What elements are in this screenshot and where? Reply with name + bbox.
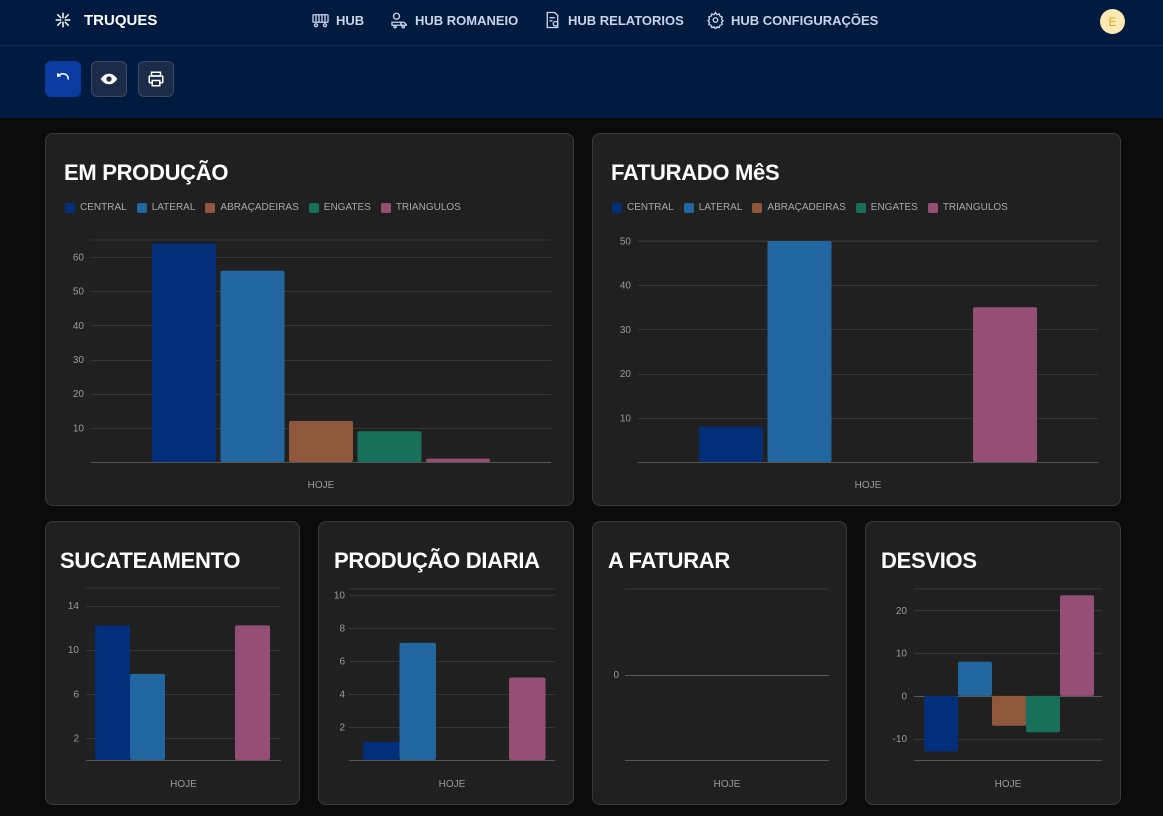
y-tick-label: 40 [620, 281, 632, 292]
truques-logo-icon [54, 11, 72, 29]
y-tick-label: 2 [73, 733, 79, 744]
y-tick-label: 20 [896, 606, 908, 617]
printer-icon [147, 70, 165, 88]
y-tick-label: -10 [893, 734, 908, 745]
card-faturado-mes: FATURADO MêS CENTRAL LATERAL ABRAÇADEIRA… [592, 133, 1121, 506]
hub-icon [311, 11, 330, 29]
y-tick-label: 30 [620, 325, 632, 336]
y-tick-label: 60 [73, 253, 85, 264]
brand-name: TRUQUES [84, 12, 157, 29]
y-tick-label: 10 [896, 649, 908, 660]
bar-triangulos [235, 625, 270, 760]
bar-lateral [130, 674, 165, 760]
y-tick-label: 10 [334, 591, 346, 602]
chart-em-producao: 10 20 30 40 50 60 HOJE [46, 134, 575, 507]
y-tick-label: 0 [613, 670, 619, 681]
truck-icon [390, 11, 409, 29]
bar-lateral [768, 241, 832, 462]
bar-triangulos [973, 307, 1037, 462]
bar-triangulos [1060, 595, 1094, 695]
y-tick-label: 50 [620, 237, 632, 248]
report-icon [543, 11, 562, 29]
y-tick-label: 6 [339, 657, 345, 668]
top-navbar: TRUQUES HUB HUB ROMANEIO HUB RELATORIOS … [0, 0, 1163, 46]
bar-triangulos [426, 459, 490, 462]
undo-icon [54, 70, 72, 88]
bar-central [363, 742, 400, 760]
x-category-label: HOJE [995, 779, 1022, 790]
bar-central [699, 427, 763, 462]
bar-engates [1026, 696, 1060, 732]
brand[interactable]: TRUQUES [54, 11, 157, 29]
nav-hub-relatorios-label: HUB RELATORIOS [568, 13, 684, 28]
bar-engates [358, 431, 422, 462]
y-tick-label: 10 [73, 423, 85, 434]
eye-icon [100, 70, 118, 88]
nav-hub-romaneio-label: HUB ROMANEIO [415, 13, 518, 28]
x-category-label: HOJE [855, 480, 882, 491]
y-tick-label: 20 [620, 369, 632, 380]
card-producao-diaria: PRODUÇÃO DIARIA 2 4 6 8 10 HOJE [318, 521, 574, 805]
y-tick-label: 10 [68, 645, 80, 656]
nav-hub-relatorios[interactable]: HUB RELATORIOS [543, 11, 684, 29]
x-category-label: HOJE [714, 779, 741, 790]
chart-a-faturar: 0 HOJE [593, 522, 848, 806]
bar-abraçadeiras [992, 696, 1026, 726]
x-category-label: HOJE [308, 480, 335, 491]
x-category-label: HOJE [439, 779, 466, 790]
bar-abraçadeiras [289, 421, 353, 462]
chart-desvios: -10 0 10 20 HOJE [866, 522, 1122, 806]
nav-hub-configuracoes[interactable]: HUB CONFIGURAÇÕES [706, 11, 878, 29]
y-tick-label: 50 [73, 287, 85, 298]
y-tick-label: 6 [73, 689, 79, 700]
bar-lateral [400, 643, 437, 760]
card-em-producao: EM PRODUÇÃO CENTRAL LATERAL ABRAÇADEIRAS… [45, 133, 574, 506]
card-sucateamento: SUCATEAMENTO 2 6 10 14 HOJE [45, 521, 300, 805]
y-tick-label: 4 [339, 690, 345, 701]
bar-central [95, 625, 130, 760]
x-category-label: HOJE [170, 779, 197, 790]
chart-producao-diaria: 2 4 6 8 10 HOJE [319, 522, 575, 806]
y-tick-label: 10 [620, 413, 632, 424]
bar-lateral [221, 271, 285, 462]
y-tick-label: 8 [339, 624, 345, 635]
y-tick-label: 30 [73, 355, 85, 366]
nav-hub-romaneio[interactable]: HUB ROMANEIO [390, 11, 518, 29]
bar-lateral [958, 662, 992, 696]
y-tick-label: 20 [73, 389, 85, 400]
user-avatar[interactable]: E [1100, 9, 1125, 34]
chart-faturado-mes: 10 20 30 40 50 HOJE [593, 134, 1122, 507]
bar-triangulos [509, 678, 546, 761]
card-desvios: DESVIOS -10 0 10 20 HOJE [865, 521, 1121, 805]
gear-icon [706, 11, 725, 29]
print-button[interactable] [138, 61, 174, 97]
y-tick-label: 0 [901, 691, 907, 702]
undo-button[interactable] [45, 61, 81, 97]
card-a-faturar: A FATURAR 0 HOJE [592, 521, 847, 805]
nav-hub-configuracoes-label: HUB CONFIGURAÇÕES [731, 13, 878, 28]
bar-central [924, 696, 958, 752]
nav-hub-label: HUB [336, 13, 364, 28]
y-tick-label: 40 [73, 321, 85, 332]
y-tick-label: 14 [68, 601, 80, 612]
bar-central [152, 243, 216, 462]
action-toolbar [0, 46, 1163, 118]
y-tick-label: 2 [339, 723, 345, 734]
chart-sucateamento: 2 6 10 14 HOJE [46, 522, 301, 806]
view-button[interactable] [91, 61, 127, 97]
nav-hub[interactable]: HUB [311, 11, 364, 29]
